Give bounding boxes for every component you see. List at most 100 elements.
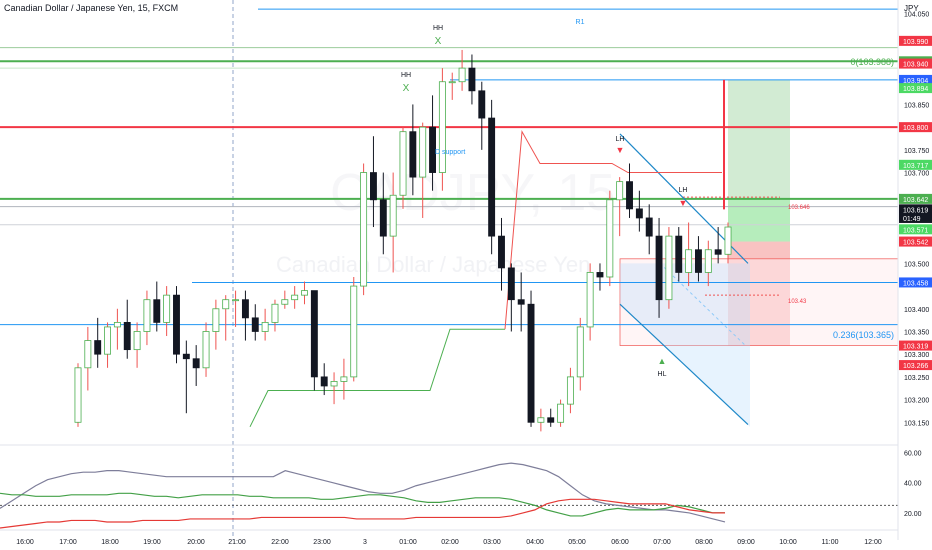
candle-body [714,249,722,255]
price-label: 01:49 [903,216,921,223]
candle-body [389,194,397,237]
d-support-label: D support [435,149,465,156]
price-tick: 103.500 [904,261,929,268]
channel-fill [620,263,750,427]
candle-body [586,272,594,328]
price-label: 103.542 [903,240,928,247]
price-label: 103.904 [903,78,928,85]
price-tick: 104.050 [904,12,929,19]
time-tick: 06:00 [611,539,629,546]
fib-236-label: 0.236(103.365) [833,330,894,340]
candle-body [241,299,249,319]
candle-body [606,199,614,278]
price-tick: 103.750 [904,148,929,155]
candle-body [202,331,210,369]
price-label-bg [899,58,932,69]
price-label-bg [899,83,932,94]
candle-body [133,331,141,351]
osc-green-line [0,492,725,517]
price-label: 103.894 [903,86,928,93]
price-label-bg [899,122,932,133]
candle-body [350,285,358,378]
price-label-bg [899,74,932,85]
trail-red [504,130,722,330]
candle-body [340,376,348,382]
price-label: 103.800 [903,125,928,132]
time-tick: 20:00 [187,539,205,546]
candle-body [429,126,436,173]
candle-body [232,299,240,302]
time-tick: 09:00 [737,539,755,546]
candle-body [419,126,427,178]
candle-body [665,235,673,301]
candle-body [74,367,82,423]
hh-label-left: HH [401,72,411,79]
candle-body [360,172,368,287]
price-label: 103.940 [903,62,928,69]
candle-body [675,235,683,273]
channel-lower [619,303,749,426]
price-label: 103.319 [903,344,928,351]
candle-body [222,299,230,310]
price-label-bg [899,212,932,223]
osc-grey-line [0,462,726,523]
time-tick: 21:00 [228,539,246,546]
lh-label-2: LH [679,187,688,194]
price-label-bg [899,204,932,215]
candle-body [438,81,446,173]
hh-mark-left: X [403,83,410,94]
osc-tick: 40.00 [904,481,922,488]
candle-body [685,249,693,273]
candle-body [301,290,308,296]
candle-body [320,376,328,387]
candle-body [468,67,476,92]
candle-body [113,321,121,328]
price-label-bg [899,35,932,46]
channel-mid [659,263,746,346]
price-label: 103.619 [903,207,928,214]
candle-body [507,267,515,301]
time-tick: 12:00 [864,539,882,546]
candle-body [635,208,643,219]
time-tick: 07:00 [653,539,671,546]
time-tick: 11:00 [822,539,839,546]
lh-arrow-1: ▼ [616,145,625,155]
candle-body [517,299,525,305]
long-entry-zone [728,198,790,242]
candle-body [104,326,111,355]
candle-body [173,294,180,355]
candle-body [576,326,584,378]
price-label: 103.990 [903,39,928,46]
time-tick: 23:00 [313,539,331,546]
osc-tick: 60.00 [904,451,922,458]
price-label: 103.266 [903,363,928,370]
candle-body [192,358,200,369]
candle-body [330,381,338,387]
price-tick: 103.300 [904,352,929,359]
hl-label: HL [658,371,667,378]
time-tick: 08:00 [695,539,713,546]
candle-body [281,299,289,305]
candle-body [498,235,505,269]
candle-body [448,81,456,84]
candle-body [261,321,269,332]
price-tick: 103.200 [904,398,929,405]
candle-body [370,172,377,201]
candle-body [310,290,318,378]
candle-body [458,67,466,83]
time-tick: 03:00 [483,539,501,546]
candle-body [291,294,299,301]
candle-body [123,321,131,351]
price-label: 103.642 [903,197,928,204]
lh-arrow-2: ▼ [679,198,688,208]
currency-label: JPY [904,4,919,13]
candle-body [645,217,653,237]
price-label-bg [899,277,932,288]
price-tick: 103.150 [904,420,929,427]
price-tick: 103.850 [904,102,929,109]
hh-label-top: HH [433,25,443,32]
time-tick: 05:00 [568,539,586,546]
candle-body [182,353,190,360]
time-tick: 17:00 [59,539,77,546]
